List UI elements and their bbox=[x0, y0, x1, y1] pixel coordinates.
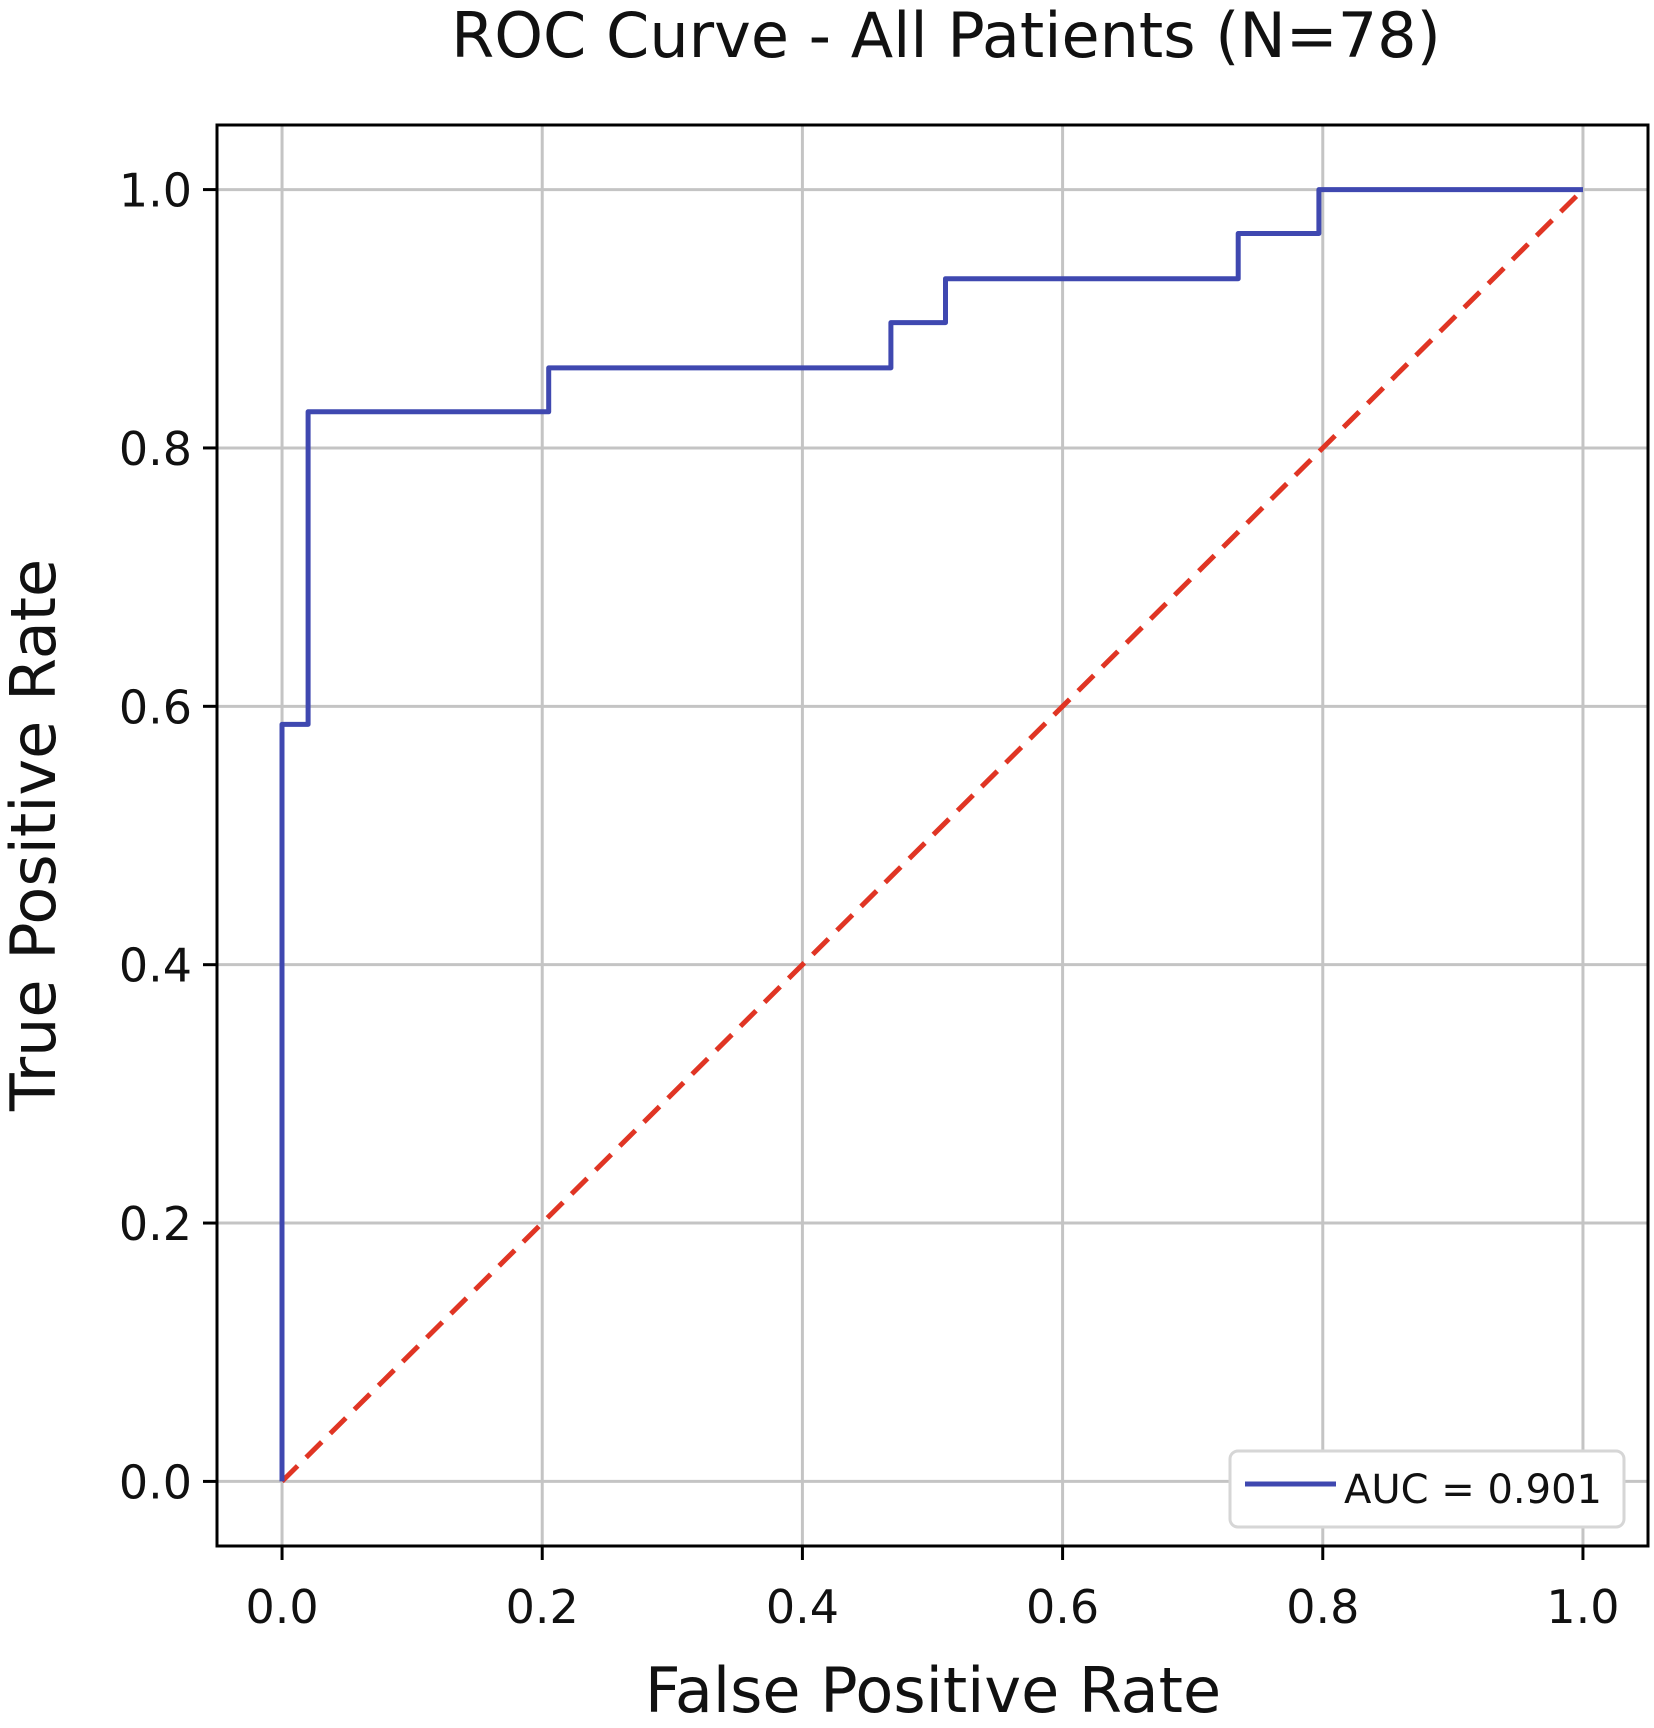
x-tick-label: 1.0 bbox=[1546, 1580, 1619, 1634]
y-axis-label: True Positive Rate bbox=[0, 559, 70, 1112]
legend-box bbox=[1228, 1449, 1626, 1529]
chance-diagonal-line bbox=[280, 187, 1585, 1484]
x-tick-label: 0.8 bbox=[1286, 1580, 1359, 1634]
y-tick-label: 0.2 bbox=[119, 1197, 192, 1251]
x-tick-label: 0.2 bbox=[506, 1580, 579, 1634]
x-tick-label: 0.6 bbox=[1026, 1580, 1099, 1634]
legend-label: AUC = 0.901 bbox=[1344, 1467, 1602, 1513]
x-tick-label: 0.4 bbox=[766, 1580, 839, 1634]
y-tick-label: 0.6 bbox=[119, 680, 192, 734]
legend: AUC = 0.901 bbox=[1228, 1449, 1626, 1529]
y-tick-label: 1.0 bbox=[119, 164, 192, 218]
roc-curve-line bbox=[279, 187, 1583, 1482]
grid bbox=[217, 125, 1648, 1546]
series-layer bbox=[279, 187, 1585, 1484]
y-tick-label: 0.4 bbox=[119, 939, 192, 993]
x-tick-label: 0.0 bbox=[245, 1580, 318, 1634]
y-tick-label: 0.8 bbox=[119, 422, 192, 476]
x-axis-label: False Positive Rate bbox=[645, 1654, 1221, 1727]
axis-ticks: 0.0 0.2 0.4 0.6 0.8 1.0 0.0 0.2 0.4 0.6 0.8 1.0 bbox=[119, 164, 1620, 1634]
plot-frame bbox=[215, 123, 1650, 1548]
chart-title: ROC Curve - All Patients (N=78) bbox=[451, 0, 1441, 72]
y-tick-label: 0.0 bbox=[119, 1455, 192, 1509]
